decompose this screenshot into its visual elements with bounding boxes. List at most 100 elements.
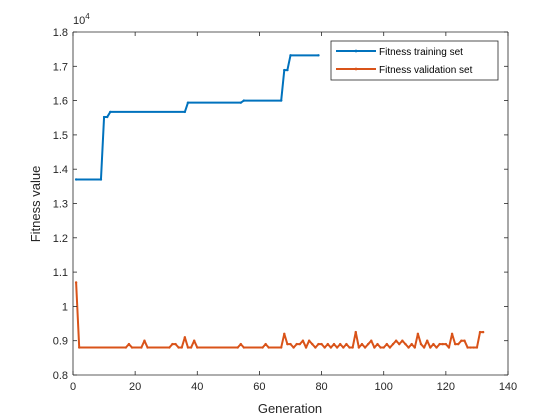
y-tick-label-10: 1.8 [53,27,68,39]
series-1-point-4 [130,346,134,349]
series-1-point-32 [304,346,308,349]
series-1-point-86 [472,346,476,349]
series-1-point-19 [239,342,242,346]
x-tick-label-4: 80 [315,381,327,393]
series-1-point-60 [391,342,395,346]
series-1-point-87 [475,346,479,349]
series-1-point-12 [180,346,183,349]
series-1-point-80 [453,342,457,346]
series-1-point-34 [311,342,314,346]
series-1-point-47 [351,346,354,349]
series-0-point-13 [317,54,320,57]
y-tick-label-5: 1.3 [53,199,68,211]
x-tick-label-1: 20 [129,381,141,393]
plot-area [73,32,508,375]
series-1-point-26 [286,342,289,346]
series-1-point-59 [388,346,392,349]
series-0-point-3 [105,115,109,119]
series-1-point-76 [441,342,444,346]
series-0-point-6 [186,101,190,104]
series-1-point-77 [444,342,448,346]
series-1-point-37 [320,342,323,346]
series-1-point-54 [373,346,376,349]
legend-label-training: Fitness training set [379,47,463,58]
y-exponent-label: 104 [73,12,90,27]
y-tick-label-7: 1.5 [53,130,68,142]
series-1-point-36 [317,342,320,346]
series-1-point-24 [279,346,283,349]
series-0-point-7 [239,101,242,104]
series-0-point-11 [286,68,289,72]
series-1-point-83 [463,339,466,342]
series-1-point-11 [177,346,180,349]
series-1-point-33 [307,339,311,342]
series-1-point-10 [174,342,177,346]
series-1-point-73 [432,342,435,346]
series-1-point-62 [398,342,401,346]
series-1-point-48 [354,330,357,334]
x-axis-title: Generation [258,401,322,416]
series-1-point-42 [335,346,339,349]
y-tick-label-8: 1.6 [53,96,68,108]
series-1-point-39 [326,342,329,346]
series-1-point-29 [295,342,298,346]
series-1-point-28 [292,346,295,349]
series-1-point-63 [401,339,404,342]
y-tick-label-0: 0.8 [53,370,68,382]
series-1-point-69 [419,342,423,346]
series-1-point-81 [457,342,460,346]
series-0-point-5 [183,110,187,114]
series-1-point-50 [360,342,364,346]
series-1-point-71 [426,339,429,342]
x-tick-label-7: 140 [499,381,517,393]
series-1-point-15 [189,346,193,349]
series-1-point-14 [186,346,190,349]
series-1-point-49 [357,346,361,349]
series-1-point-79 [450,332,454,336]
series-1-point-57 [382,346,385,349]
series-1-point-70 [422,346,426,349]
ticks-layer: 0 20 40 60 80 100 120 140 0.8 0.9 1 1.1 1.2 1.3 1.4 1.5… [53,27,517,393]
series-1-point-84 [466,346,469,349]
series-1-point-85 [469,346,472,349]
y-tick-label-1: 0.9 [53,336,68,348]
series-1-point-23 [267,346,270,349]
series-1-point-46 [348,346,351,349]
series-1-point-35 [314,346,317,349]
series-0-point-8 [242,99,246,102]
series-1-point-53 [370,339,373,342]
series-0-point-2 [102,115,106,119]
series-1-point-2 [124,346,128,349]
series-1-point-44 [342,346,345,349]
series-1-point-41 [332,342,336,346]
series-1-point-20 [242,346,246,349]
series-1-point-64 [404,342,407,346]
series-1-point-38 [323,346,326,349]
series-0-point-4 [109,110,112,114]
series-1-point-45 [345,342,348,346]
legend-marker-validation [354,67,358,71]
series-1-point-66 [410,342,413,346]
series-0-point-0 [74,178,78,181]
y-axis-title: Fitness value [28,166,43,243]
series-1-point-8 [168,346,171,349]
series-1-point-43 [339,342,342,346]
legend-label-validation: Fitness validation set [379,65,473,76]
x-tick-label-2: 40 [191,381,203,393]
series-1-point-21 [261,346,264,349]
series-1-point-58 [385,342,389,346]
plot-background [73,32,508,375]
series-1-point-67 [413,346,416,349]
y-tick-label-3: 1.1 [53,267,68,279]
y-tick-label-9: 1.7 [53,61,68,73]
y-tick-label-4: 1.2 [53,233,68,245]
series-1-point-51 [363,346,367,349]
x-tick-label-3: 60 [253,381,265,393]
series-1-point-9 [171,342,174,346]
series-1-point-0 [74,281,78,284]
series-1-point-89 [481,330,485,334]
series-1-point-61 [394,339,398,342]
series-1-point-74 [435,346,438,349]
series-1-point-75 [438,342,441,346]
series-1-point-31 [301,339,305,342]
